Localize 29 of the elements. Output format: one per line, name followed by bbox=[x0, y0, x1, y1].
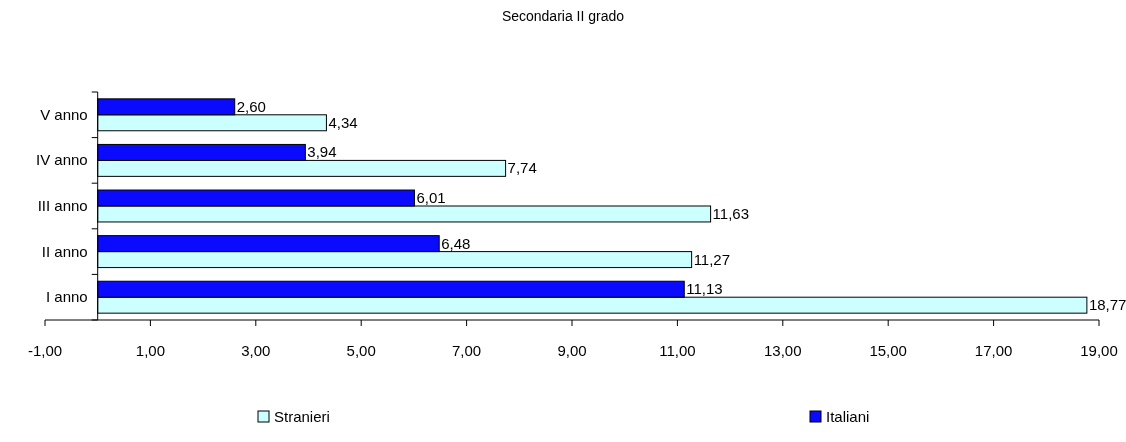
chart-title: Secondaria II grado bbox=[501, 8, 625, 24]
data-label: 11,27 bbox=[693, 250, 731, 268]
x-tick-label: 7,00 bbox=[452, 342, 482, 359]
y-tick-label: II anno bbox=[41, 242, 88, 260]
x-tick-label: 11,00 bbox=[659, 342, 696, 359]
x-tick-label: -1,00 bbox=[27, 342, 63, 359]
data-label: 6,01 bbox=[416, 189, 446, 207]
y-tick-label: IV anno bbox=[35, 151, 88, 169]
x-tick-label: 5,00 bbox=[346, 342, 376, 359]
x-tick-label: 3,00 bbox=[241, 342, 271, 359]
x-tick-label: 19,00 bbox=[1080, 342, 1118, 359]
y-tick-label: V anno bbox=[40, 105, 88, 123]
data-label: 6,48 bbox=[441, 234, 471, 252]
data-label: 11,63 bbox=[712, 204, 750, 222]
data-label: 3,94 bbox=[307, 143, 337, 161]
y-tick-label: I anno bbox=[45, 288, 88, 306]
y-tick-label: III anno bbox=[37, 197, 88, 214]
data-label: 2,60 bbox=[236, 97, 266, 115]
data-label: 4,34 bbox=[328, 113, 358, 131]
data-label: 18,77 bbox=[1088, 296, 1126, 314]
x-tick-label: 15,00 bbox=[869, 342, 907, 359]
x-tick-label: 17,00 bbox=[974, 342, 1013, 359]
x-tick-label: 1,00 bbox=[135, 342, 165, 359]
data-label: 7,74 bbox=[507, 159, 537, 177]
x-tick-label: 9,00 bbox=[557, 342, 587, 359]
legend-label: Italiani bbox=[826, 408, 870, 425]
legend-label: Stranieri bbox=[274, 408, 330, 425]
data-label: 11,13 bbox=[686, 280, 723, 298]
x-tick-label: 13,00 bbox=[764, 342, 802, 359]
